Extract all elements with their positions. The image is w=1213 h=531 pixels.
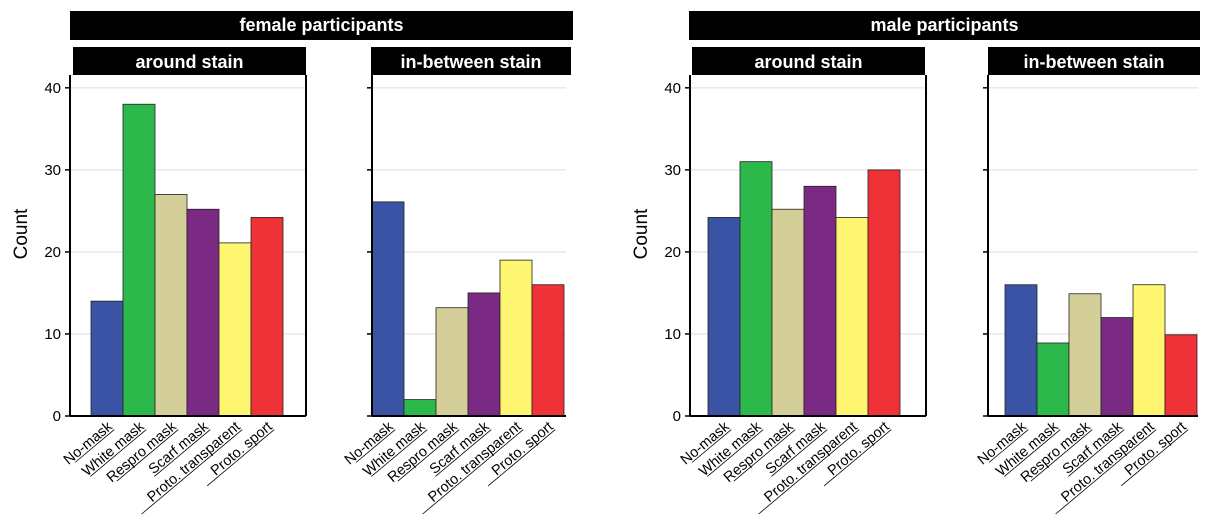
category-label-underline bbox=[487, 429, 556, 487]
panel-title: around stain bbox=[754, 52, 862, 72]
y-axis-label: Count bbox=[11, 208, 32, 259]
y-tick-label: 30 bbox=[44, 162, 61, 179]
group-title-band bbox=[689, 11, 1200, 40]
category-label-underline bbox=[1120, 429, 1189, 487]
category-label-underline bbox=[823, 429, 892, 487]
bar bbox=[707, 217, 741, 417]
y-tick-label: 20 bbox=[664, 244, 681, 261]
category-label-underline bbox=[141, 429, 243, 515]
category-label-underline bbox=[733, 429, 796, 482]
category-label-underline bbox=[90, 429, 147, 477]
y-tick-label: 10 bbox=[664, 326, 681, 343]
bar bbox=[1036, 342, 1070, 417]
panel-title-band bbox=[371, 47, 571, 75]
bar bbox=[835, 217, 869, 417]
y-tick-label: 40 bbox=[44, 80, 61, 97]
bar bbox=[154, 194, 188, 417]
y-tick-label: 0 bbox=[53, 408, 61, 425]
category-label-underline bbox=[988, 429, 1029, 463]
category-label-underline bbox=[116, 429, 179, 482]
y-axis-label: Count bbox=[631, 208, 652, 259]
category-label-underline bbox=[397, 429, 460, 482]
category-label-underline bbox=[707, 429, 764, 477]
category-label-underline bbox=[1030, 429, 1093, 482]
bar bbox=[435, 307, 469, 417]
bar bbox=[250, 217, 284, 417]
category-label-underline bbox=[355, 429, 396, 463]
group-title: male participants bbox=[870, 15, 1018, 35]
bar bbox=[771, 208, 805, 417]
bar bbox=[1004, 284, 1038, 417]
bar bbox=[371, 201, 405, 417]
category-label-underline bbox=[206, 429, 275, 487]
category-label-underline bbox=[371, 429, 428, 477]
category-label-underline bbox=[771, 429, 828, 477]
bar bbox=[1100, 317, 1134, 417]
bar bbox=[90, 300, 124, 417]
panel-title: in-between stain bbox=[400, 52, 541, 72]
category-label-underline bbox=[1004, 429, 1061, 477]
bar bbox=[1132, 284, 1166, 417]
bar bbox=[739, 161, 773, 417]
chart-root: Count Count female participants around stai… bbox=[11, 11, 1200, 515]
bar bbox=[1068, 293, 1102, 417]
group-title-band bbox=[70, 11, 573, 40]
panel-title: in-between stain bbox=[1023, 52, 1164, 72]
category-label-underline bbox=[758, 429, 860, 515]
group-title: female participants bbox=[239, 15, 403, 35]
bar bbox=[467, 292, 501, 417]
bar bbox=[218, 242, 252, 417]
category-label-underline bbox=[74, 429, 115, 463]
category-label-underline bbox=[154, 429, 211, 477]
category-label-underline bbox=[691, 429, 732, 463]
panel-title-band bbox=[692, 47, 925, 75]
y-tick-label: 0 bbox=[673, 408, 681, 425]
bar bbox=[1164, 334, 1198, 417]
panel-title-band bbox=[73, 47, 306, 75]
y-tick-label: 10 bbox=[44, 326, 61, 343]
bar bbox=[803, 185, 837, 417]
bar bbox=[403, 399, 437, 417]
category-label-underline bbox=[1068, 429, 1125, 477]
y-tick-label: 40 bbox=[664, 80, 681, 97]
panel-title: around stain bbox=[135, 52, 243, 72]
category-label-underline bbox=[1055, 429, 1157, 515]
bar bbox=[499, 259, 533, 417]
y-tick-label: 20 bbox=[44, 244, 61, 261]
y-tick-label: 30 bbox=[664, 162, 681, 179]
panel-title-band bbox=[988, 47, 1200, 75]
bar bbox=[122, 103, 156, 417]
category-label-underline bbox=[422, 429, 524, 515]
category-label-underline bbox=[435, 429, 492, 477]
bar bbox=[531, 284, 565, 417]
bar bbox=[186, 208, 220, 417]
bar bbox=[867, 169, 901, 417]
